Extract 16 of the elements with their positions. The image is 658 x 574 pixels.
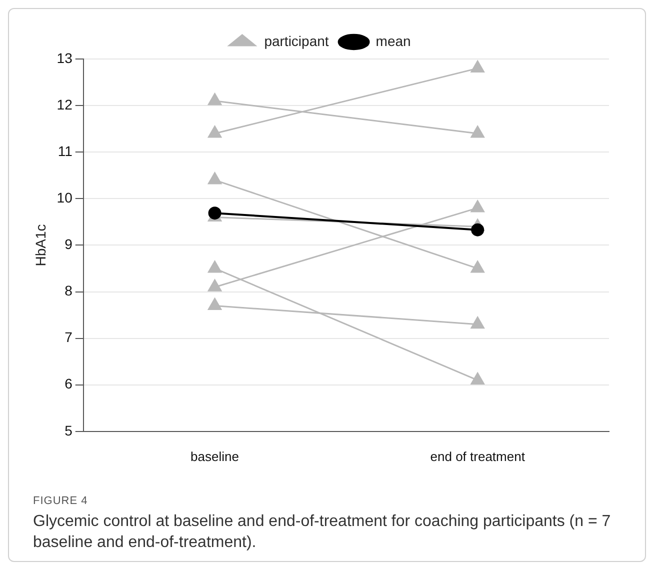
y-tick-label: 11 xyxy=(58,142,73,159)
y-tick-label: 6 xyxy=(64,376,73,392)
caption: FIGURE 4 xyxy=(33,495,89,507)
x-tick-label: end of treatment xyxy=(430,448,526,464)
y-tick-label: 10 xyxy=(56,190,73,206)
y-axis-title: HbA1c xyxy=(32,224,48,266)
x-tick-label: baseline xyxy=(190,448,239,464)
y-tick-label: 7 xyxy=(64,329,73,346)
text: Glycemic control at baseline and end-of-treatment for coaching participants (n = 7 baseline and end-of-treatment). xyxy=(33,512,612,553)
legend-label: participant xyxy=(264,32,329,49)
y-tick-label: 13 xyxy=(56,50,73,66)
y-tick-label: 5 xyxy=(64,422,73,438)
y-tick-label: 12 xyxy=(56,96,73,112)
y-tick-label: 9 xyxy=(64,236,73,252)
legend-label: mean xyxy=(376,32,411,49)
y-tick-label: 8 xyxy=(64,282,73,299)
